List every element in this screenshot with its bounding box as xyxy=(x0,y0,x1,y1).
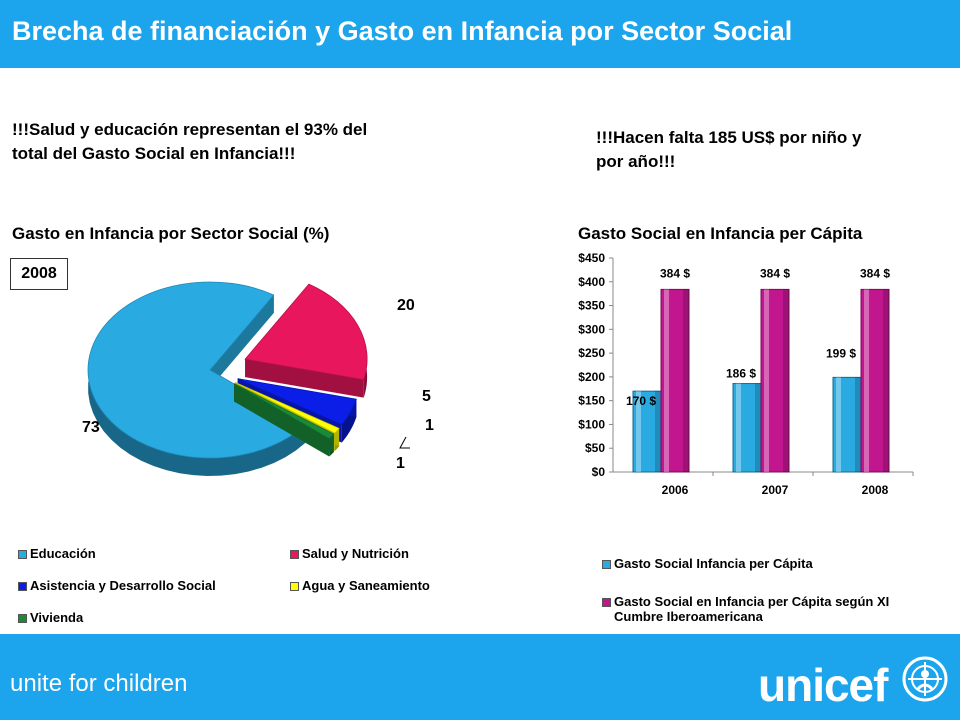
legend-label: Gasto Social Infancia per Cápita xyxy=(614,556,813,571)
footer-bar: unite for children unicef xyxy=(0,634,960,720)
legend-item: Gasto Social Infancia per Cápita xyxy=(602,556,813,571)
bar-data-label: 384 $ xyxy=(760,266,790,280)
pie-chart: 73 20 5 1 1 xyxy=(82,281,434,476)
bar-y-tick-label: $300 xyxy=(578,322,605,336)
footer-tagline: unite for children xyxy=(10,670,188,697)
legend-swatch xyxy=(18,614,27,623)
legend-item: Salud y Nutrición xyxy=(290,546,409,561)
bar-y-tick-label: $250 xyxy=(578,346,605,360)
bar-2006-1 xyxy=(632,390,662,473)
legend-label: Salud y Nutrición xyxy=(302,546,409,561)
pie-slice-label: 73 xyxy=(82,419,100,436)
pie-year-box: 2008 xyxy=(10,258,68,290)
page-title: Brecha de financiación y Gasto en Infanc… xyxy=(12,16,793,46)
pie-leader-line xyxy=(399,436,410,449)
bar-data-label: 199 $ xyxy=(826,346,856,360)
legend-item: Agua y Saneamiento xyxy=(290,578,430,593)
legend-swatch xyxy=(290,550,299,559)
legend-swatch xyxy=(290,582,299,591)
legend-label: Vivienda xyxy=(30,610,84,625)
bar-y-tick-label: $200 xyxy=(578,370,605,384)
bar-x-tick-label: 2008 xyxy=(862,483,889,497)
bar-2006-2 xyxy=(660,288,690,473)
pie-chart-title: Gasto en Infancia por Sector Social (%) xyxy=(12,224,330,243)
legend-label: Agua y Saneamiento xyxy=(302,578,430,593)
bar-data-label: 384 $ xyxy=(860,266,890,280)
bar-y-tick-label: $50 xyxy=(585,441,605,455)
pie-slice-label: 5 xyxy=(422,388,431,405)
legend-item: Vivienda xyxy=(18,610,83,625)
bar-chart-title: Gasto Social en Infancia per Cápita xyxy=(578,224,863,243)
note-left: !!!Salud y educación representan el 93% … xyxy=(12,120,368,163)
pie-legend: Educación Salud y Nutrición Asistencia y D… xyxy=(18,546,518,630)
legend-item: Gasto Social en Infancia per Cápita segú… xyxy=(602,594,892,624)
pie-slice-label: 1 xyxy=(396,455,405,472)
bar-y-tick-label: $350 xyxy=(578,299,605,313)
bar-y-tick-label: $400 xyxy=(578,275,605,289)
pie-slice-label: 20 xyxy=(397,297,415,314)
legend-swatch xyxy=(602,560,611,569)
bar-y-tick-label: $450 xyxy=(578,251,605,265)
bar-x-tick-label: 2007 xyxy=(762,483,789,497)
bar-data-label: 170 $ xyxy=(626,394,656,408)
legend-item: Asistencia y Desarrollo Social xyxy=(18,578,216,593)
bar-2007-2 xyxy=(760,288,790,473)
bar-2008-2 xyxy=(860,288,890,473)
bar-chart: $0 $50 $100 $150 $200 $250 $300 $350 $400 $450 170… xyxy=(578,251,914,497)
bar-legend: Gasto Social Infancia per Cápita Gasto So… xyxy=(602,556,922,632)
bar-x-tick-label: 2006 xyxy=(662,483,689,497)
legend-swatch xyxy=(18,582,27,591)
pie-slice-label: 1 xyxy=(425,417,434,434)
legend-item: Educación xyxy=(18,546,96,561)
legend-label: Gasto Social en Infancia per Cápita segú… xyxy=(614,594,890,624)
legend-label: Asistencia y Desarrollo Social xyxy=(30,578,216,593)
bar-y-tick-label: $150 xyxy=(578,394,605,408)
unicef-emblem-icon xyxy=(902,656,948,702)
header-bar: Brecha de financiación y Gasto en Infanc… xyxy=(0,0,960,68)
bar-data-label: 384 $ xyxy=(660,266,690,280)
legend-swatch xyxy=(18,550,27,559)
legend-swatch xyxy=(602,598,611,607)
unicef-logo: unicef xyxy=(758,659,888,711)
note-right: !!!Hacen falta 185 US$ por niño y por añ… xyxy=(596,128,862,171)
bar-y-tick-label: $0 xyxy=(592,465,606,479)
pie-slice-2 xyxy=(244,283,368,398)
bar-y-tick-label: $100 xyxy=(578,417,605,431)
pie-slice-5 xyxy=(233,383,335,457)
bar-data-label: 186 $ xyxy=(726,367,756,381)
bar-2007-1 xyxy=(732,383,762,473)
legend-label: Educación xyxy=(30,546,96,561)
bar-2008-1 xyxy=(832,376,862,473)
